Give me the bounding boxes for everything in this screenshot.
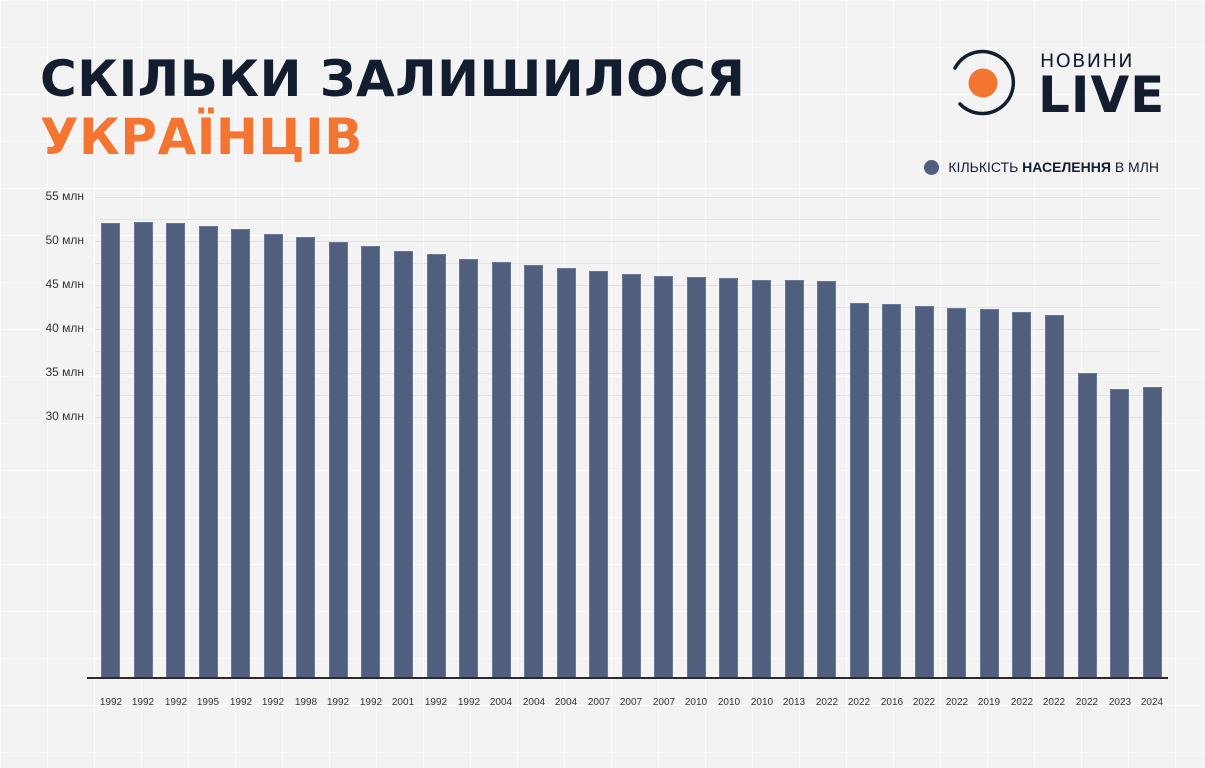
x-tick-label: 2022 [1010,697,1034,708]
x-tick-label: 1992 [131,697,155,708]
x-axis-line [87,677,1168,679]
bar [622,274,641,678]
legend-label: КІЛЬКІСТЬ НАСЕЛЕННЯ В МЛН [948,159,1159,175]
bar [980,309,999,678]
legend-suffix: В МЛН [1114,159,1159,175]
bar [1012,312,1031,678]
x-tick-label: 2023 [1108,697,1132,708]
bar [427,254,446,678]
novyny-live-logo: НОВИНИ LIVE [948,48,1168,124]
bar [882,304,901,678]
bar [817,281,836,678]
y-tick-label: 50 млн [45,233,84,247]
chart-legend: КІЛЬКІСТЬ НАСЕЛЕННЯ В МЛН [924,159,1159,175]
legend-dot-icon [924,159,940,175]
title-line-1: СКІЛЬКИ ЗАЛИШИЛОСЯ [40,50,746,108]
x-tick-label: 2019 [977,697,1001,708]
bar [264,234,283,678]
x-tick-label: 2022 [945,697,969,708]
x-tick-label: 2024 [1140,697,1164,708]
x-tick-label: 2004 [489,697,513,708]
x-tick-label: 2016 [880,697,904,708]
bar [654,276,673,678]
y-tick-label: 35 млн [45,365,84,379]
x-tick-label: 2013 [782,697,806,708]
x-tick-label: 2001 [391,697,415,708]
bar [1143,387,1162,678]
x-tick-label: 1992 [424,697,448,708]
bar [850,303,869,678]
title-line-2: УКРАЇНЦІВ [40,108,363,166]
y-tick-label: 40 млн [45,321,84,335]
bar [589,271,608,678]
bar [785,280,804,678]
x-tick-label: 1995 [196,697,220,708]
x-tick-label: 2022 [815,697,839,708]
bar [915,306,934,678]
gridline [95,241,1160,242]
bar [947,308,966,678]
bar [492,262,511,678]
legend-prefix: КІЛЬКІСТЬ [948,159,1019,175]
x-tick-label: 1992 [99,697,123,708]
x-tick-label: 1992 [326,697,350,708]
x-tick-label: 1992 [261,697,285,708]
x-tick-label: 1992 [229,697,253,708]
logo-text-live: LIVE [1038,66,1166,124]
y-tick-label: 30 млн [45,409,84,423]
bar [101,223,120,678]
x-tick-label: 1992 [457,697,481,708]
x-tick-label: 1992 [164,697,188,708]
x-tick-label: 2022 [1042,697,1066,708]
bar [1110,389,1129,678]
bar [1045,315,1064,678]
logo-text-novyny: НОВИНИ [1040,50,1134,72]
bar [524,265,543,678]
x-tick-label: 2010 [750,697,774,708]
x-tick-label: 2007 [652,697,676,708]
x-tick-label: 2022 [1075,697,1099,708]
x-tick-label: 2004 [554,697,578,708]
x-tick-label: 2004 [522,697,546,708]
bar [296,237,315,678]
y-tick-label: 55 млн [45,189,84,203]
y-tick-label: 45 млн [45,277,84,291]
x-tick-label: 2007 [587,697,611,708]
bar [329,242,348,678]
bar [557,268,576,678]
x-tick-label: 2007 [619,697,643,708]
bar [394,251,413,678]
bar [719,278,738,678]
bar [199,226,218,678]
x-tick-label: 1998 [294,697,318,708]
gridline [95,219,1160,220]
x-tick-label: 2022 [847,697,871,708]
bar [459,259,478,678]
gridline [95,263,1160,264]
x-tick-label: 1992 [359,697,383,708]
bar [1078,373,1097,678]
chart-title: СКІЛЬКИ ЗАЛИШИЛОСЯ УКРАЇНЦІВ [40,50,745,166]
bar [166,223,185,678]
bar [231,229,250,678]
bar [361,246,380,678]
x-tick-label: 2010 [684,697,708,708]
bar [687,277,706,678]
x-tick-label: 2022 [912,697,936,708]
bar [134,222,153,678]
legend-bold: НАСЕЛЕННЯ [1022,159,1111,175]
x-tick-label: 2010 [717,697,741,708]
logo-ring-icon [953,49,1016,116]
bar [752,280,771,678]
gridline [95,197,1160,198]
